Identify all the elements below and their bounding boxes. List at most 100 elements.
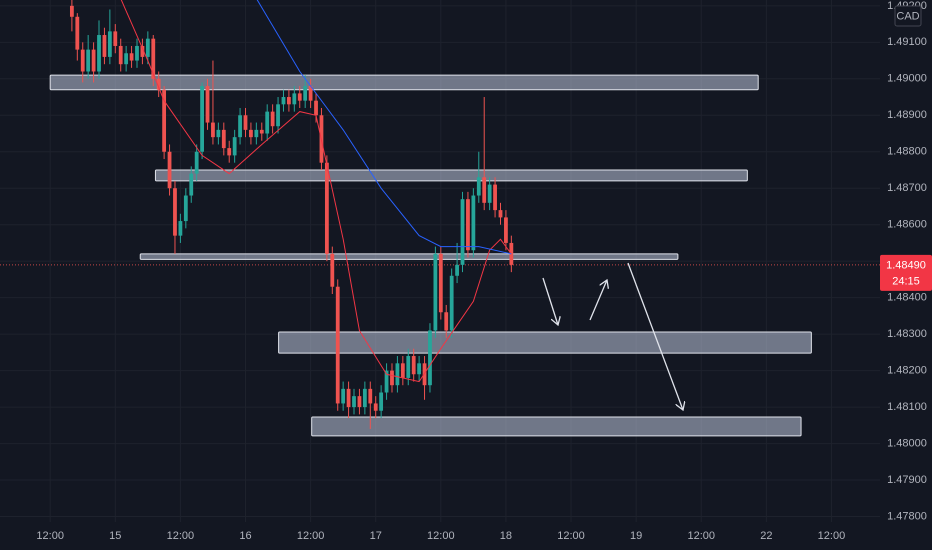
y-tick-label: 1.48700 xyxy=(887,182,927,194)
candle-body xyxy=(259,129,264,134)
y-tick-label: 1.48100 xyxy=(887,401,927,413)
candle-body xyxy=(379,392,384,411)
candle-body xyxy=(493,184,497,211)
x-tick-label: 15 xyxy=(109,530,121,542)
candle-body xyxy=(422,363,427,386)
currency-box xyxy=(894,5,922,27)
arrow xyxy=(589,280,607,321)
price-label-box xyxy=(880,254,932,291)
candle-body xyxy=(140,45,145,57)
candle-body xyxy=(406,356,411,378)
x-tick-label: 12:00 xyxy=(557,530,585,542)
x-tick-label: 12:00 xyxy=(687,530,715,542)
candle-body xyxy=(156,78,161,90)
y-tick-label: 1.48400 xyxy=(887,292,927,304)
candle-body xyxy=(118,45,123,65)
candle-body xyxy=(151,38,156,79)
candle-body xyxy=(455,264,459,276)
x-tick-label: 12:00 xyxy=(36,530,64,542)
candle-body xyxy=(281,97,286,105)
candle-body xyxy=(232,137,237,156)
candle-body xyxy=(324,162,329,254)
candle-body xyxy=(438,253,443,313)
candle-body xyxy=(129,53,134,61)
candle-body xyxy=(86,49,91,72)
candle-body xyxy=(444,312,449,331)
y-tick-label: 1.48000 xyxy=(887,437,927,449)
candle-body xyxy=(498,210,503,218)
candle-body xyxy=(297,93,302,101)
candle-body xyxy=(504,217,508,243)
y-tick-label: 1.48800 xyxy=(887,146,927,158)
y-tick-label: 1.48300 xyxy=(887,328,927,340)
candle-body xyxy=(303,86,308,101)
candle-body xyxy=(124,53,129,65)
y-tick-label: 1.47800 xyxy=(887,510,927,522)
zone xyxy=(278,331,812,354)
candle-body xyxy=(476,177,481,196)
candle-body xyxy=(471,195,476,251)
candle-body xyxy=(341,388,346,404)
moving-average xyxy=(120,0,512,383)
candle-body xyxy=(221,129,226,149)
arrow xyxy=(542,277,558,325)
candle-body xyxy=(466,199,470,251)
candle-body xyxy=(428,330,432,386)
candle-body xyxy=(205,86,210,123)
candle-body xyxy=(97,35,101,72)
candle-body xyxy=(314,100,318,116)
candle-body xyxy=(460,199,465,265)
candle-body xyxy=(135,45,139,61)
x-tick-label: 17 xyxy=(370,530,382,542)
candle-body xyxy=(194,151,199,174)
plot-area xyxy=(0,0,880,437)
forecast-arrows xyxy=(542,262,683,410)
candle-body xyxy=(200,86,204,152)
candle-body xyxy=(449,275,454,331)
countdown: 24:15 xyxy=(892,276,920,288)
candle-body xyxy=(433,253,438,331)
x-tick-label: 16 xyxy=(239,530,251,542)
x-tick-label: 18 xyxy=(500,530,512,542)
candle-body xyxy=(113,31,118,46)
candle-body xyxy=(227,148,232,156)
x-tick-label: 12:00 xyxy=(427,530,455,542)
candle-body xyxy=(482,177,487,203)
zone xyxy=(311,416,802,437)
candle-body xyxy=(211,122,215,138)
candle-body xyxy=(167,151,172,189)
candle-body xyxy=(107,31,112,57)
x-tick-label: 19 xyxy=(630,530,642,542)
candle-body xyxy=(189,173,194,196)
candle-body xyxy=(390,370,394,386)
candle-body xyxy=(276,104,280,127)
candle-body xyxy=(368,388,373,404)
candle-body xyxy=(80,49,85,72)
candle-body xyxy=(373,403,378,411)
zone xyxy=(49,74,759,91)
y-tick-label: 1.48900 xyxy=(887,109,927,121)
candle-body xyxy=(330,253,335,287)
candle-body xyxy=(400,363,405,378)
arrow xyxy=(627,262,683,410)
candle-body xyxy=(270,111,275,127)
candle-body xyxy=(357,396,362,408)
candle-body xyxy=(352,396,356,408)
candle-body xyxy=(102,35,107,57)
candle-body xyxy=(69,5,74,17)
candle-body xyxy=(238,115,242,138)
candle-body xyxy=(249,129,253,138)
moving-average xyxy=(256,0,512,255)
candle-body xyxy=(335,286,340,404)
axes: 1.47800 1.47900 1.48000 1.48100 1.48200 1.483… xyxy=(36,0,932,542)
candle-body xyxy=(417,363,422,375)
zone xyxy=(139,253,679,260)
candle-body xyxy=(173,188,177,236)
candle-body xyxy=(216,129,221,138)
x-tick-label: 22 xyxy=(760,530,772,542)
candle-body xyxy=(243,115,248,130)
candle-body xyxy=(287,97,291,105)
candle-body xyxy=(75,16,80,50)
y-tick-label: 1.48600 xyxy=(887,219,927,231)
